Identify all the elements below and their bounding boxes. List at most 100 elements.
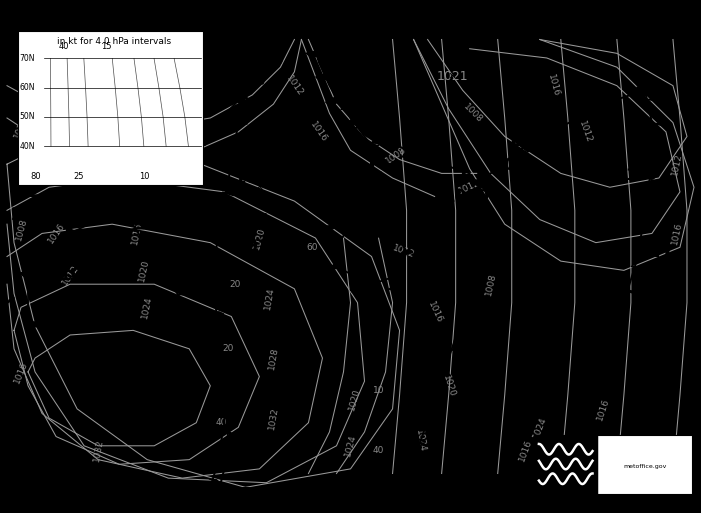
Text: 80: 80 xyxy=(31,171,41,181)
Text: 60N: 60N xyxy=(20,83,35,92)
Text: 1012: 1012 xyxy=(60,263,81,287)
Polygon shape xyxy=(651,147,662,151)
Polygon shape xyxy=(326,96,339,104)
Polygon shape xyxy=(402,148,414,157)
Text: 1012: 1012 xyxy=(390,244,416,260)
Text: ×: × xyxy=(254,182,264,192)
Text: 1012: 1012 xyxy=(669,152,683,176)
Text: 1008: 1008 xyxy=(384,145,408,165)
Polygon shape xyxy=(390,286,400,291)
Polygon shape xyxy=(224,458,235,461)
Text: 1012: 1012 xyxy=(577,120,594,144)
Polygon shape xyxy=(192,137,206,145)
Polygon shape xyxy=(472,278,483,282)
Text: 1032: 1032 xyxy=(267,406,280,430)
Text: 101: 101 xyxy=(644,266,681,284)
Polygon shape xyxy=(191,315,203,318)
Polygon shape xyxy=(222,192,234,195)
Polygon shape xyxy=(518,143,531,152)
Text: 1020: 1020 xyxy=(441,373,456,398)
Polygon shape xyxy=(465,206,478,208)
Text: 15: 15 xyxy=(102,42,112,51)
Polygon shape xyxy=(490,159,503,167)
Text: ×: × xyxy=(125,381,135,391)
Polygon shape xyxy=(212,362,225,364)
Polygon shape xyxy=(440,372,451,376)
Text: 1000: 1000 xyxy=(443,188,489,206)
Text: 20: 20 xyxy=(222,344,233,353)
Polygon shape xyxy=(416,269,423,273)
Polygon shape xyxy=(231,145,243,148)
Polygon shape xyxy=(231,97,245,105)
Polygon shape xyxy=(223,432,235,436)
Text: 20: 20 xyxy=(229,280,240,289)
Text: 10: 10 xyxy=(139,171,149,181)
Text: 1020: 1020 xyxy=(347,387,361,412)
Text: 1016: 1016 xyxy=(13,360,29,384)
Polygon shape xyxy=(631,266,642,270)
Polygon shape xyxy=(226,168,238,172)
Polygon shape xyxy=(306,50,322,56)
Polygon shape xyxy=(67,228,79,235)
Polygon shape xyxy=(131,227,144,229)
Text: ×: × xyxy=(251,251,261,262)
Polygon shape xyxy=(39,246,50,248)
Text: L: L xyxy=(77,241,91,261)
Polygon shape xyxy=(435,159,446,168)
Polygon shape xyxy=(638,243,649,247)
Text: 40: 40 xyxy=(215,418,226,427)
Text: in kt for 4.0 hPa intervals: in kt for 4.0 hPa intervals xyxy=(57,37,171,46)
Polygon shape xyxy=(383,164,393,165)
Polygon shape xyxy=(325,225,336,229)
Text: 1023: 1023 xyxy=(234,239,285,256)
Polygon shape xyxy=(27,320,41,327)
Polygon shape xyxy=(624,290,635,294)
Text: 1023: 1023 xyxy=(234,169,285,187)
Text: 1032: 1032 xyxy=(92,439,104,462)
Text: 1012: 1012 xyxy=(284,74,305,97)
Polygon shape xyxy=(212,312,224,314)
Polygon shape xyxy=(236,121,247,124)
Text: 1012: 1012 xyxy=(88,88,109,111)
Text: 1003: 1003 xyxy=(10,206,60,224)
Polygon shape xyxy=(148,176,162,184)
Polygon shape xyxy=(465,230,478,232)
Polygon shape xyxy=(646,219,657,223)
Text: ×: × xyxy=(510,164,520,174)
Polygon shape xyxy=(315,73,331,80)
Polygon shape xyxy=(470,254,481,257)
Text: 60: 60 xyxy=(306,243,318,252)
Polygon shape xyxy=(470,180,484,188)
Text: 1021: 1021 xyxy=(436,70,468,83)
Polygon shape xyxy=(21,272,35,277)
Polygon shape xyxy=(160,271,173,273)
Text: L: L xyxy=(368,158,382,178)
Polygon shape xyxy=(610,337,621,341)
Polygon shape xyxy=(369,145,379,147)
Polygon shape xyxy=(456,325,467,329)
Polygon shape xyxy=(372,134,383,143)
Polygon shape xyxy=(346,116,358,126)
Polygon shape xyxy=(101,212,110,216)
Text: 1008: 1008 xyxy=(14,216,28,241)
Text: 1024: 1024 xyxy=(140,295,154,320)
Polygon shape xyxy=(169,156,183,164)
Polygon shape xyxy=(637,87,648,96)
Polygon shape xyxy=(229,434,240,438)
Polygon shape xyxy=(329,262,339,269)
Polygon shape xyxy=(648,100,660,102)
Polygon shape xyxy=(644,195,655,199)
Polygon shape xyxy=(406,465,417,470)
Polygon shape xyxy=(330,242,337,245)
Text: 1012: 1012 xyxy=(457,179,482,196)
Text: ×: × xyxy=(447,71,457,82)
Text: L: L xyxy=(460,163,472,183)
Polygon shape xyxy=(354,207,362,209)
Text: 1020: 1020 xyxy=(573,438,590,463)
Polygon shape xyxy=(647,171,659,174)
Polygon shape xyxy=(8,298,15,303)
Text: 1016: 1016 xyxy=(426,300,444,324)
Polygon shape xyxy=(654,123,666,127)
Polygon shape xyxy=(209,479,220,483)
Text: 40: 40 xyxy=(59,42,69,51)
